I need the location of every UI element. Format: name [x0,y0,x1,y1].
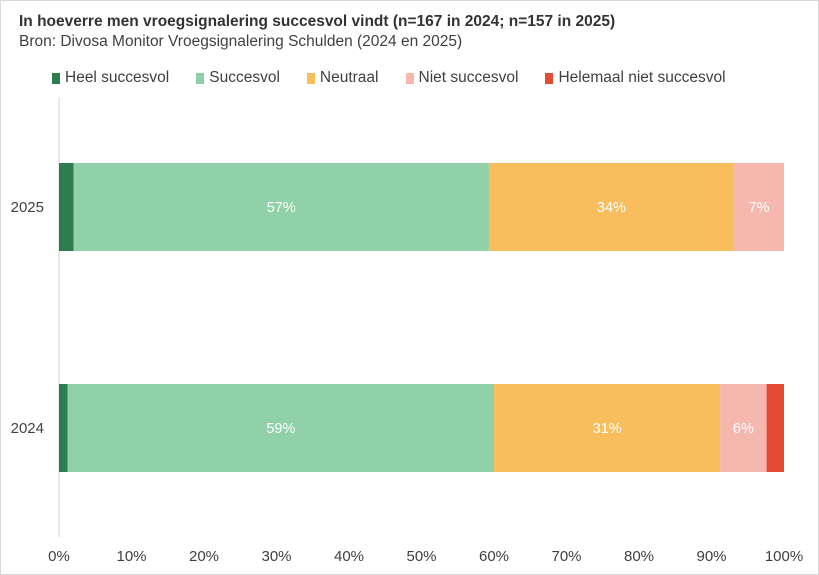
legend-item-neutraal: Neutraal [306,69,379,87]
bar-segment-2024-helemaal-niet-succesvol [766,384,784,472]
legend-swatch-succesvol [196,72,205,84]
bar-segment-2024-heel-succesvol [59,384,68,472]
legend-swatch-heel-succesvol [52,72,60,84]
legend-item-helemaal-niet-succesvol: Helemaal niet succesvol [545,69,726,87]
x-tick-label-90pct: 90% [696,548,726,565]
legend-item-succesvol: Succesvol [196,69,280,87]
bar-segment-2025-succesvol [73,163,489,251]
x-tick-label-10pct: 10% [116,548,146,565]
x-tick-label-80pct: 80% [624,548,654,565]
legend-item-heel-succesvol: Heel succesvol [52,69,169,87]
legend-label-helemaal-niet-succesvol: Helemaal niet succesvol [558,69,726,86]
legend-swatch-niet-succesvol [405,72,414,84]
x-tick-label-50pct: 50% [406,548,436,565]
data-label-2025-succesvol: 57% [267,200,296,216]
data-label-2024-succesvol: 59% [266,421,295,437]
bar-segment-2024-niet-succesvol [720,384,767,472]
x-tick-label-70pct: 70% [551,548,581,565]
legend-label-heel-succesvol: Heel succesvol [65,69,170,86]
legend-label-neutraal: Neutraal [319,69,379,86]
x-tick-label-40pct: 40% [334,548,364,565]
x-tick-label-60pct: 60% [479,548,509,565]
bar-segment-2025-neutraal [488,163,734,251]
x-tick-label-20pct: 20% [189,548,219,565]
data-label-2025-niet-succesvol: 7% [749,200,770,216]
data-label-2024-neutraal: 31% [593,421,622,437]
legend-label-niet-succesvol: Niet succesvol [418,69,519,86]
legend-item-niet-succesvol: Niet succesvol [405,69,519,87]
legend-label-succesvol: Succesvol [209,69,280,86]
legend-swatch-helemaal-niet-succesvol [545,72,554,84]
x-tick-label-30pct: 30% [261,548,291,565]
chart-title: In hoeverre men vroegsignalering succesv… [19,13,616,30]
data-label-2025-neutraal: 34% [597,200,626,216]
chart-subtitle: Bron: Divosa Monitor Vroegsignalering Sc… [19,33,463,50]
bar-segment-2024-succesvol [67,384,494,472]
legend: Heel succesvol Succesvol Neutraal Niet s… [52,68,753,88]
y-tick-label-2024: 2024 [11,420,44,437]
y-tick-label-2025: 2025 [11,199,44,216]
bar-segment-2024-neutraal [494,384,721,472]
x-tick-label-0pct: 0% [48,548,70,565]
x-tick-label-100pct: 100% [765,548,803,565]
bar-segment-2025-niet-succesvol [733,163,784,251]
data-label-2024-niet-succesvol: 6% [733,421,754,437]
bar-segment-2025-heel-succesvol [59,163,74,251]
legend-swatch-neutraal [306,72,315,84]
